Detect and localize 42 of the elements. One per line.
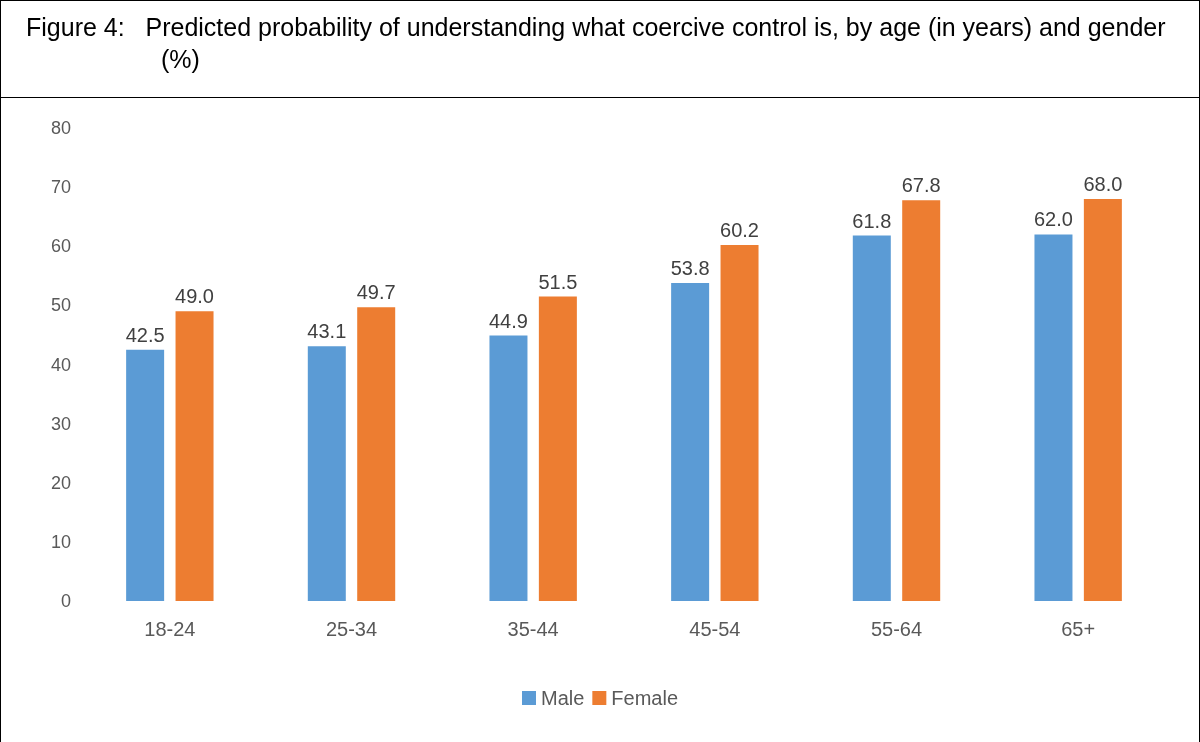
bar — [357, 307, 396, 601]
y-tick-label: 0 — [60, 591, 71, 611]
y-tick-label: 20 — [50, 472, 71, 493]
bar — [538, 296, 577, 601]
bar — [902, 200, 941, 601]
bar — [671, 282, 710, 601]
bar — [852, 235, 891, 601]
x-tick-label: 55-64 — [870, 618, 923, 640]
x-tick-label: 35-44 — [507, 618, 559, 640]
bar — [720, 245, 759, 601]
y-tick-label: 40 — [50, 354, 71, 375]
data-label: 68.0 — [1083, 172, 1123, 195]
y-tick-label: 70 — [50, 177, 71, 198]
data-label: 49.7 — [356, 281, 396, 304]
data-label: 51.5 — [538, 270, 578, 293]
bar — [307, 346, 346, 601]
data-label: 62.0 — [1034, 208, 1073, 231]
x-tick-label: 18-24 — [144, 618, 196, 640]
y-tick-label: 60 — [50, 236, 71, 257]
y-tick-label: 30 — [50, 413, 71, 434]
data-label: 49.0 — [175, 285, 214, 308]
data-label: 53.8 — [670, 256, 710, 279]
bar — [126, 349, 165, 601]
chart-title: Figure 4: Predicted probability of understanding what coercive control is, by age (in years) and gender (%) — [1, 1, 1199, 98]
legend-label: Male — [540, 687, 585, 709]
bar — [175, 311, 214, 601]
x-tick-label: 25-34 — [325, 618, 378, 640]
data-label: 60.2 — [720, 219, 759, 242]
data-label: 67.8 — [901, 174, 941, 197]
x-tick-label: 45-54 — [689, 618, 741, 640]
data-label: 44.9 — [489, 309, 528, 332]
bar — [1034, 234, 1073, 601]
data-label: 61.8 — [852, 209, 892, 232]
data-label: 42.5 — [125, 323, 165, 346]
data-label: 43.1 — [307, 320, 347, 343]
legend-label: Female — [611, 687, 679, 709]
y-tick-label: 10 — [50, 531, 71, 552]
x-tick-label: 65+ — [1061, 618, 1096, 640]
bar — [489, 335, 528, 601]
y-tick-label: 80 — [50, 118, 71, 138]
bar — [1083, 198, 1122, 601]
y-tick-label: 50 — [50, 295, 71, 316]
